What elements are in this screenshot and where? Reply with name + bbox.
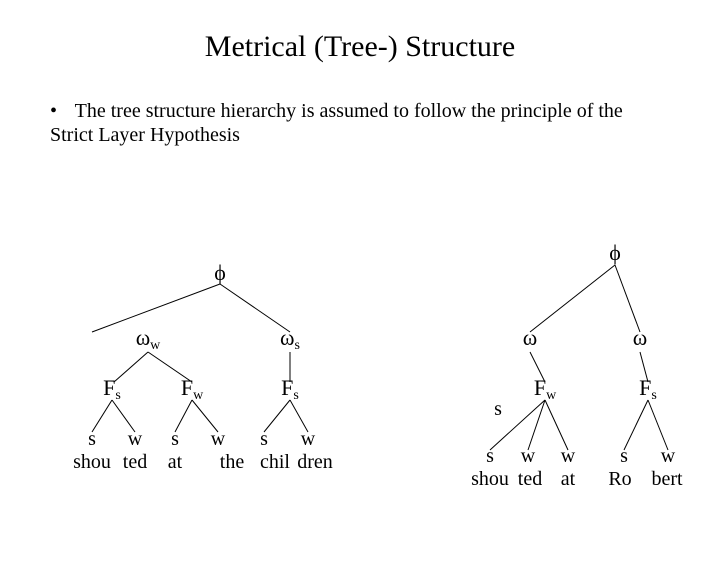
svg-text:s: s (494, 398, 502, 420)
tree-diagram: ϕωwωsFsFwFsswswswshoutedatthechildren ϕω… (0, 240, 720, 570)
left-tree: ϕωwωsFsFwFsswswswshoutedatthechildren (73, 260, 333, 473)
svg-text:w: w (661, 445, 676, 467)
svg-text:s: s (620, 445, 628, 467)
page-title: Metrical (Tree-) Structure (0, 30, 720, 64)
svg-text:shou: shou (471, 468, 509, 490)
svg-text:ϕ: ϕ (214, 260, 226, 285)
svg-text:the: the (220, 451, 245, 473)
svg-text:w: w (301, 428, 316, 450)
svg-text:ω: ω (633, 325, 647, 350)
svg-text:ted: ted (518, 468, 542, 490)
svg-text:Fs: Fs (639, 375, 657, 403)
svg-text:ted: ted (123, 451, 147, 473)
svg-text:Ro: Ro (608, 468, 631, 490)
svg-text:bert: bert (651, 468, 683, 490)
svg-text:at: at (561, 468, 576, 490)
bullet-text: • The tree structure hierarchy is assume… (50, 99, 660, 147)
bullet-content: The tree structure hierarchy is assumed … (50, 100, 623, 146)
svg-text:Fs: Fs (281, 375, 299, 403)
svg-text:s: s (88, 428, 96, 450)
svg-text:s: s (260, 428, 268, 450)
svg-text:ωw: ωw (136, 325, 161, 353)
svg-text:ϕ: ϕ (609, 240, 621, 265)
svg-text:chil: chil (260, 451, 290, 473)
svg-text:ωs: ωs (280, 325, 300, 353)
right-tree: ϕωωFwFssswwswshoutedatRobert (471, 240, 683, 490)
svg-text:w: w (561, 445, 576, 467)
svg-text:at: at (168, 451, 183, 473)
svg-text:shou: shou (73, 451, 111, 473)
svg-text:Fw: Fw (534, 375, 557, 403)
svg-text:w: w (521, 445, 536, 467)
svg-text:Fw: Fw (181, 375, 204, 403)
svg-text:ω: ω (523, 325, 537, 350)
svg-text:s: s (171, 428, 179, 450)
svg-text:s: s (486, 445, 494, 467)
svg-text:dren: dren (297, 451, 333, 473)
svg-text:Fs: Fs (103, 375, 121, 403)
svg-text:w: w (211, 428, 226, 450)
svg-text:w: w (128, 428, 143, 450)
bullet-marker: • (50, 99, 70, 123)
